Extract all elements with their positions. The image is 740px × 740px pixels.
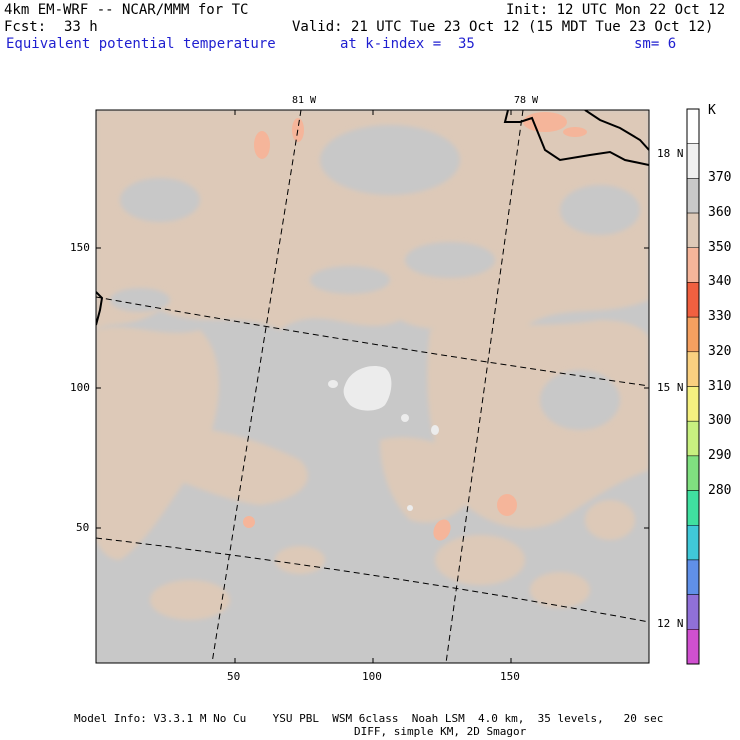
colorbar-label: 310 [708, 378, 732, 394]
colorbar-unit: K [708, 103, 716, 118]
coastline-north [503, 110, 649, 166]
y-tick-label: 100 [70, 381, 90, 394]
field-370-cluster [328, 365, 439, 511]
colorbar-label: 340 [708, 274, 732, 290]
colorbar-swatch [686, 178, 700, 214]
colorbar-swatch [686, 525, 700, 561]
colorbar-swatch [686, 420, 700, 457]
y-tick-label: 150 [70, 241, 90, 254]
valid-time: Valid: 21 UTC Tue 23 Oct 12 (15 MDT Tue … [292, 19, 714, 35]
x-tick-label: 50 [227, 670, 241, 683]
colorbar-swatch [686, 212, 700, 248]
colorbar-swatch [686, 282, 700, 318]
lon-label: 81 W [292, 95, 317, 106]
colorbar-swatch [686, 316, 700, 353]
init-time: Init: 12 UTC Mon 22 Oct 12 [506, 2, 726, 18]
colorbar-swatch [686, 351, 700, 387]
field-360-patches [110, 125, 640, 430]
model-info: Model Info: V3.3.1 M No Cu YSU PBL WSM 6… [74, 712, 664, 725]
x-tick-label: 150 [500, 670, 520, 683]
x-tick-label: 100 [362, 670, 382, 683]
colorbar-label: 360 [708, 205, 732, 221]
colorbar [686, 108, 700, 665]
colorbar-label: 320 [708, 343, 732, 359]
coastline-northeast [584, 110, 649, 151]
colorbar-label: 300 [708, 413, 732, 429]
colorbar-label: 330 [708, 309, 732, 325]
colorbar-swatch [686, 594, 700, 630]
lat-label: 12 N [657, 617, 684, 630]
colorbar-label: 370 [708, 170, 732, 186]
forecast-label: Fcst: [4, 19, 47, 35]
coastline-west [96, 291, 104, 326]
colorbar-swatch [686, 455, 700, 491]
axis-ticks [96, 110, 649, 663]
latlon-grid [96, 110, 649, 663]
colorbar-swatch [686, 559, 700, 595]
colorbar-label: 290 [708, 447, 732, 463]
colorbar-swatch [686, 108, 700, 144]
colorbar-label: 350 [708, 239, 732, 255]
colorbar-frame [686, 108, 700, 665]
colorbar-swatch [686, 143, 700, 179]
colorbar-swatch [686, 247, 700, 283]
lat-label: 18 N [657, 147, 684, 160]
model-title: 4km EM-WRF -- NCAR/MMM for TC [4, 2, 249, 18]
field-350-regions [96, 110, 649, 620]
colorbar-label: 280 [708, 482, 732, 498]
model-info-diffusion: DIFF, simple KM, 2D Smagor [354, 725, 527, 738]
forecast-hour: 33 h [64, 19, 98, 35]
colorbar-swatch [686, 386, 700, 422]
level-index: at k-index = 35 [340, 36, 475, 52]
field-name: Equivalent potential temperature [6, 36, 276, 52]
colorbar-swatch [686, 490, 700, 526]
lon-label: 78 W [514, 95, 539, 106]
lat-label: 15 N [657, 381, 684, 394]
smoothing: sm= 6 [634, 36, 677, 52]
theta-e-field [96, 110, 649, 663]
field-340-cores [243, 112, 587, 541]
y-tick-label: 50 [76, 521, 90, 534]
colorbar-swatch [686, 629, 700, 665]
